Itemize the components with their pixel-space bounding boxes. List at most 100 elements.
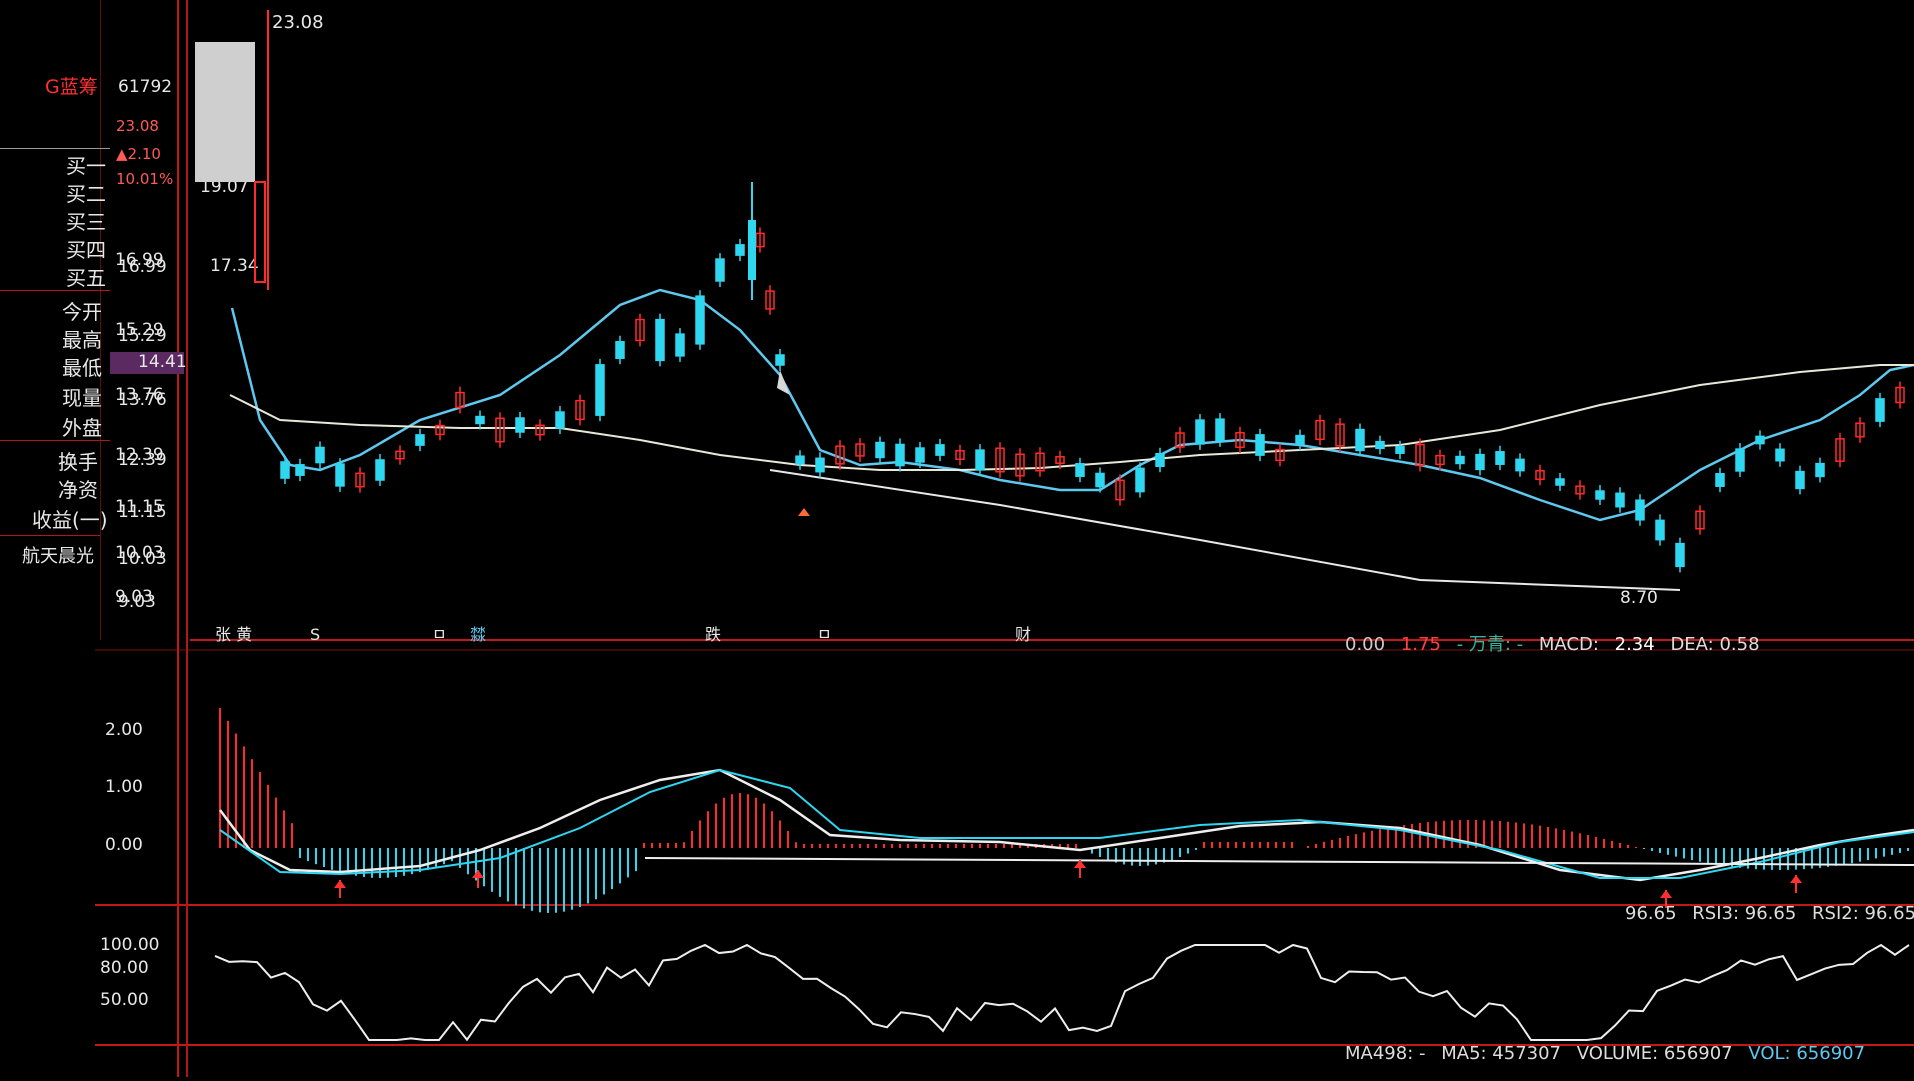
- candle-body: [1815, 462, 1825, 478]
- candle-body: [748, 220, 756, 280]
- candle-body: [1595, 490, 1605, 500]
- candle-body: [1115, 479, 1125, 501]
- candle-body: [1315, 419, 1325, 441]
- macd-label: MACD:: [1538, 634, 1599, 655]
- price-axis: 20.9819.0716.9915.2913.7612.3911.1510.03…: [115, 12, 1031, 644]
- row-label: 买四: [66, 238, 106, 262]
- rsi-tick: 100.00: [100, 935, 159, 955]
- candle-body: [895, 443, 905, 467]
- candle-body: [1375, 440, 1385, 450]
- row-divider: [0, 148, 110, 149]
- candle-body: [1755, 435, 1765, 445]
- event-marker: 㵘: [470, 625, 486, 644]
- price-tick: 9.03: [115, 587, 153, 607]
- candle-body: [575, 399, 585, 421]
- candle-body: [395, 450, 405, 460]
- price-cell: 13.76: [118, 390, 167, 410]
- event-marker: S: [310, 625, 320, 644]
- candle-body: [915, 447, 925, 463]
- signal-triangle: [798, 508, 810, 516]
- rsi-header: 96.65 RSI3: 96.65 RSI2: 96.65: [1625, 903, 1914, 924]
- candle-body: [1835, 438, 1845, 462]
- macd-extra: - 万青: -: [1456, 634, 1524, 655]
- price-cell-highlight: 14.41: [110, 352, 187, 374]
- ma5-label: MA5: 457307: [1441, 1043, 1562, 1064]
- panel-border-inner: [100, 0, 101, 640]
- candle-body: [1435, 454, 1445, 466]
- candle-body: [475, 415, 485, 425]
- candle-body: [1555, 478, 1565, 486]
- dea-label: DEA: 0.58: [1670, 634, 1760, 655]
- candle-body: [1135, 467, 1145, 493]
- buy-arrow-head: [472, 870, 484, 878]
- price-cell: 15.29: [118, 326, 167, 346]
- dea-line: [219, 768, 1914, 879]
- price-cell: 16.99: [118, 257, 167, 277]
- mouse-cursor: [777, 370, 790, 395]
- candle-body: [415, 434, 425, 446]
- total-volume: 61792: [118, 77, 173, 97]
- row-label: 买三: [66, 210, 106, 234]
- rsi3-label: RSI3: 96.65: [1692, 903, 1797, 924]
- candle-body: [335, 463, 345, 487]
- vol-label: VOL: 656907: [1748, 1043, 1866, 1064]
- candle-body: [555, 411, 565, 429]
- candle-body: [1275, 448, 1285, 462]
- row-label: 最高: [62, 328, 102, 352]
- price-cell: 9.03: [118, 592, 156, 612]
- rsi-line: [214, 943, 1910, 1042]
- event-marker: ㅁ: [817, 625, 832, 644]
- candle-body: [1035, 452, 1045, 472]
- candle-body: [1075, 463, 1085, 477]
- row-label: 买五: [66, 266, 106, 290]
- candle-body: [1055, 456, 1065, 464]
- candle-body: [1195, 419, 1205, 445]
- stock-name: G蓝筹: [45, 76, 98, 98]
- candle-body: [595, 364, 605, 416]
- candle-body: [835, 445, 845, 465]
- row-divider: [0, 535, 100, 536]
- row-label: 换手: [58, 450, 98, 474]
- candle-body: [995, 447, 1005, 473]
- price-tick: 15.29: [115, 320, 164, 340]
- candle-body: [1895, 386, 1905, 404]
- candle-body: [735, 244, 745, 256]
- macd-tick: 0.00: [105, 835, 143, 855]
- candle-body: [1395, 446, 1405, 454]
- macd-dea-value: 1.75: [1400, 634, 1441, 655]
- price-cell: 12.39: [118, 450, 167, 470]
- buy-arrow-head: [1660, 890, 1672, 898]
- row-label: 净资: [58, 478, 98, 502]
- event-marker: ㅁ: [432, 625, 447, 644]
- price-tick: 16.99: [115, 250, 164, 270]
- buy-arrow-head: [1790, 875, 1802, 883]
- price-tick: 13.76: [115, 385, 164, 405]
- macd-tick: 1.00: [105, 777, 143, 797]
- price-cell: 10.03: [118, 549, 167, 569]
- row-label: 今开: [62, 300, 102, 324]
- annotations: 8.70: [777, 370, 1658, 608]
- buy-arrow-head: [1074, 860, 1086, 868]
- stock-link[interactable]: 航天晨光: [22, 546, 94, 567]
- candle-body: [1255, 434, 1265, 456]
- row-label: 最低: [62, 356, 102, 380]
- price-cell: 11.15: [118, 502, 167, 522]
- event-marker: 跌: [705, 625, 721, 644]
- candle-body: [715, 258, 725, 282]
- candle-body: [855, 443, 865, 457]
- candle-body: [455, 391, 465, 409]
- event-marker: 张 黄: [215, 625, 252, 644]
- candle-body: [975, 449, 985, 471]
- candle-body: [815, 457, 825, 473]
- panel-border: [186, 0, 188, 1077]
- candle-body: [935, 444, 945, 456]
- macd-panel: 2.00 1.00 0.00: [105, 708, 1914, 913]
- candle-body: [775, 354, 785, 366]
- candle-body: [1795, 470, 1805, 490]
- candle-body: [1675, 542, 1685, 568]
- row-label: 买一: [66, 154, 106, 178]
- rsi-panel: 100.00 80.00 50.00: [100, 935, 1910, 1042]
- candle-body: [280, 461, 290, 479]
